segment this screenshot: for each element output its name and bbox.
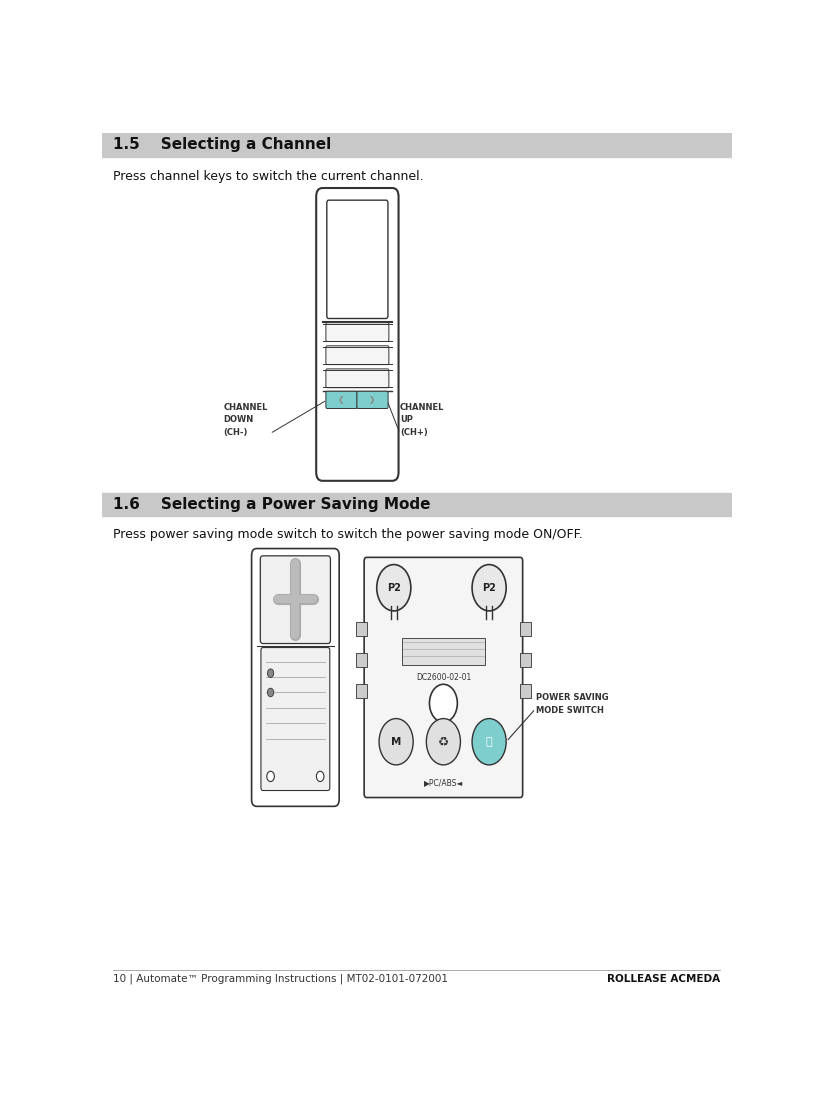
Bar: [102, 133, 732, 157]
Text: (CH-): (CH-): [224, 428, 248, 437]
Bar: [356, 653, 367, 667]
Text: ⏻: ⏻: [486, 737, 493, 747]
Bar: [520, 623, 531, 636]
Circle shape: [376, 565, 411, 610]
Text: P2: P2: [482, 583, 496, 593]
Text: UP: UP: [400, 415, 413, 425]
FancyBboxPatch shape: [326, 346, 389, 365]
FancyBboxPatch shape: [326, 322, 389, 341]
Text: CHANNEL: CHANNEL: [400, 403, 445, 411]
Circle shape: [429, 684, 458, 722]
Text: 1.6    Selecting a Power Saving Mode: 1.6 Selecting a Power Saving Mode: [113, 497, 430, 513]
FancyBboxPatch shape: [364, 557, 523, 797]
Text: ❯: ❯: [369, 396, 376, 405]
Bar: [402, 638, 485, 665]
Bar: [520, 684, 531, 698]
Text: ROLLEASE ACMEDA: ROLLEASE ACMEDA: [607, 974, 720, 984]
Bar: [102, 493, 732, 516]
Text: ▶PC/ABS◄: ▶PC/ABS◄: [424, 778, 463, 787]
Circle shape: [267, 669, 274, 677]
Circle shape: [472, 718, 506, 765]
FancyBboxPatch shape: [260, 556, 330, 644]
Text: DC2600-02-01: DC2600-02-01: [415, 674, 471, 683]
Circle shape: [267, 688, 274, 697]
FancyBboxPatch shape: [326, 369, 389, 388]
Text: P2: P2: [387, 583, 401, 593]
Text: 10 | Automate™ Programming Instructions | MT02-0101-072001: 10 | Automate™ Programming Instructions …: [113, 974, 448, 984]
FancyBboxPatch shape: [316, 188, 398, 480]
Circle shape: [426, 718, 460, 765]
FancyBboxPatch shape: [327, 200, 388, 318]
Text: (CH+): (CH+): [400, 428, 428, 437]
Text: MODE SWITCH: MODE SWITCH: [536, 705, 603, 715]
Text: M: M: [391, 737, 402, 747]
FancyBboxPatch shape: [357, 391, 388, 408]
Bar: [356, 623, 367, 636]
Text: 1.5    Selecting a Channel: 1.5 Selecting a Channel: [113, 138, 331, 152]
Bar: [356, 684, 367, 698]
Bar: [520, 653, 531, 667]
FancyBboxPatch shape: [326, 391, 357, 408]
Text: Press channel keys to switch the current channel.: Press channel keys to switch the current…: [113, 170, 424, 183]
Text: CHANNEL: CHANNEL: [224, 403, 267, 411]
Circle shape: [472, 565, 506, 610]
Text: ♻: ♻: [437, 735, 449, 748]
Circle shape: [316, 772, 324, 782]
Text: POWER SAVING: POWER SAVING: [536, 693, 608, 703]
FancyBboxPatch shape: [261, 647, 330, 791]
FancyBboxPatch shape: [251, 548, 339, 806]
Circle shape: [267, 772, 274, 782]
Text: Press power saving mode switch to switch the power saving mode ON/OFF.: Press power saving mode switch to switch…: [113, 528, 583, 542]
Text: DOWN: DOWN: [224, 415, 254, 425]
Text: ❮: ❮: [338, 396, 344, 405]
Circle shape: [379, 718, 413, 765]
